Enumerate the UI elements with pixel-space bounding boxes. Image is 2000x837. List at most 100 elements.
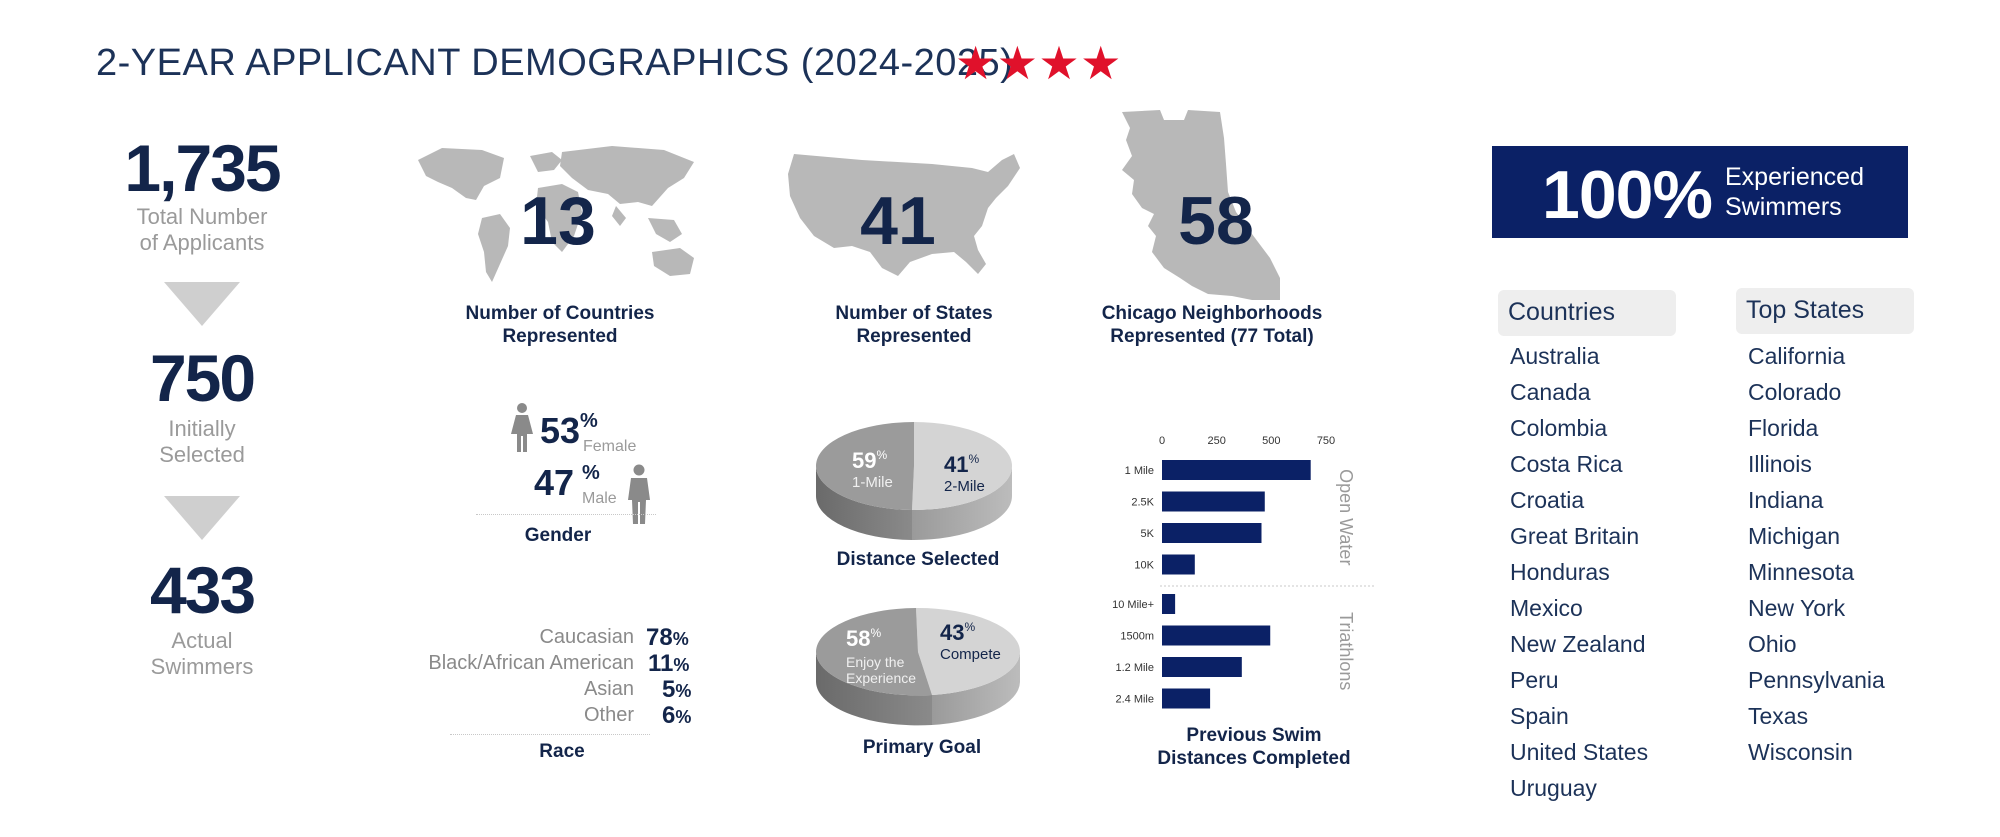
experienced-swimmers-banner: 100% Experienced Swimmers bbox=[1492, 146, 1908, 238]
race-value: 11% bbox=[648, 650, 690, 677]
gender-caption: Gender bbox=[524, 525, 592, 546]
state-list-item: Wisconsin bbox=[1748, 739, 1853, 765]
category-label: 2.5K bbox=[1131, 497, 1154, 509]
state-list-item: Ohio bbox=[1748, 631, 1797, 657]
male-icon bbox=[628, 464, 650, 524]
distance-right-label: 2-Mile bbox=[944, 478, 985, 495]
country-list-item: Spain bbox=[1510, 703, 1569, 729]
race-value: 5% bbox=[662, 676, 692, 703]
goal-left-label: Enjoy the Experience bbox=[846, 654, 917, 686]
us-map-icon bbox=[788, 154, 1020, 276]
countries-list-header: Countries bbox=[1498, 290, 1676, 336]
distance-left-value: 59% bbox=[852, 448, 888, 473]
neighborhoods-caption: Chicago Neighborhoods Represented (77 To… bbox=[1101, 303, 1323, 347]
female-label: Female bbox=[583, 438, 637, 455]
bar bbox=[1162, 460, 1311, 480]
distance-caption: Distance Selected bbox=[836, 549, 1000, 570]
states-list: Top States California Colorado Florida Illi… bbox=[1736, 288, 1914, 770]
actual-swimmers-label: Actual Swimmers bbox=[150, 628, 254, 679]
female-value: 53 bbox=[540, 410, 581, 451]
category-label: 1500m bbox=[1120, 631, 1154, 643]
star-icon: ★ bbox=[996, 37, 1038, 89]
actual-swimmers-value: 433 bbox=[149, 553, 256, 627]
state-list-item: California bbox=[1748, 343, 1846, 369]
state-list-item: New York bbox=[1748, 595, 1846, 621]
category-label: 2.4 Mile bbox=[1115, 694, 1154, 706]
gender-divider bbox=[476, 514, 656, 515]
funnel-arrow-icon bbox=[164, 496, 240, 540]
distance-pie-chart bbox=[816, 422, 1012, 541]
initially-selected-label: Initially Selected bbox=[159, 416, 245, 467]
state-list-item: Illinois bbox=[1748, 451, 1812, 477]
bar bbox=[1162, 491, 1265, 512]
state-list-item: Colorado bbox=[1748, 379, 1842, 405]
category-label: 10K bbox=[1134, 560, 1154, 572]
x-tick-label: 500 bbox=[1262, 435, 1280, 447]
country-list-item: Great Britain bbox=[1510, 523, 1640, 549]
x-tick-label: 750 bbox=[1317, 435, 1335, 447]
star-icon: ★ bbox=[955, 37, 997, 89]
country-list-item: Costa Rica bbox=[1510, 451, 1623, 477]
bar bbox=[1162, 625, 1271, 646]
country-list-item: Peru bbox=[1510, 667, 1559, 693]
country-list-item: Canada bbox=[1510, 379, 1591, 405]
race-label: Caucasian bbox=[539, 626, 634, 648]
country-list-item: United States bbox=[1510, 739, 1649, 765]
female-icon bbox=[511, 403, 533, 452]
total-applicants-label: Total Number of Applicants bbox=[136, 204, 268, 255]
pie-slice-enjoy bbox=[816, 608, 932, 696]
states-list-header: Top States bbox=[1736, 288, 1914, 334]
bar bbox=[1162, 554, 1195, 575]
countries-count: 13 bbox=[520, 183, 596, 259]
states-count: 41 bbox=[860, 183, 936, 259]
funnel-arrow-icon bbox=[164, 282, 240, 326]
goal-right-value: 43% bbox=[940, 620, 976, 645]
countries-list: Countries Australia Canada Colombia Costa R… bbox=[1498, 290, 1676, 806]
bar bbox=[1162, 657, 1242, 677]
state-list-item: Indiana bbox=[1748, 487, 1824, 513]
bar bbox=[1162, 688, 1211, 709]
race-label: Asian bbox=[583, 678, 634, 700]
country-list-item: Mexico bbox=[1510, 595, 1583, 621]
goal-right-label: Compete bbox=[940, 646, 1001, 663]
group-label: Triathlons bbox=[1336, 612, 1356, 690]
distance-right-value: 41% bbox=[944, 452, 980, 477]
category-label: 5K bbox=[1141, 528, 1155, 540]
race-value: 78% bbox=[646, 624, 689, 651]
race-label: Other bbox=[583, 704, 634, 726]
male-stat: 47% bbox=[534, 462, 600, 503]
distance-left-label: 1-Mile bbox=[852, 474, 893, 491]
state-list-item: Florida bbox=[1748, 415, 1819, 441]
pie-slice-1-mile bbox=[816, 422, 914, 510]
pie-slice-2-mile bbox=[912, 422, 1012, 511]
world-map-icon bbox=[418, 146, 694, 282]
initially-selected-value: 750 bbox=[149, 341, 256, 415]
race-divider bbox=[450, 734, 650, 735]
male-label: Male bbox=[582, 490, 617, 507]
goal-pie-chart bbox=[816, 607, 1020, 726]
countries-caption: Number of Countries Represented bbox=[465, 303, 655, 347]
state-list-item: Pennsylvania bbox=[1748, 667, 1885, 693]
country-list-item: Colombia bbox=[1510, 415, 1608, 441]
states-caption: Number of States Represented bbox=[835, 303, 993, 347]
total-applicants-value: 1,735 bbox=[124, 131, 281, 205]
category-label: 1.2 Mile bbox=[1115, 662, 1154, 674]
x-tick-label: 0 bbox=[1159, 435, 1165, 447]
state-list-item: Minnesota bbox=[1748, 559, 1855, 585]
banner-value: 100% bbox=[1542, 157, 1713, 233]
category-label: 1 Mile bbox=[1125, 465, 1154, 477]
country-list-item: New Zealand bbox=[1510, 631, 1646, 657]
bar bbox=[1162, 594, 1176, 614]
bar bbox=[1162, 523, 1262, 543]
star-icon: ★ bbox=[1080, 37, 1122, 89]
swim-distance-bar-chart: 0 250 500 750 1 Mile 2.5K 5K 10K Open Water 10 Mi… bbox=[1112, 435, 1374, 709]
neighborhoods-count: 58 bbox=[1178, 183, 1254, 259]
female-stat: 53% bbox=[540, 410, 598, 451]
goal-left-value: 58% bbox=[846, 626, 882, 651]
country-list-item: Croatia bbox=[1510, 487, 1585, 513]
country-list-item: Uruguay bbox=[1510, 775, 1597, 801]
pie-slice-compete bbox=[916, 607, 1020, 695]
state-list-item: Texas bbox=[1748, 703, 1809, 729]
race-value: 6% bbox=[662, 702, 692, 729]
state-list-item: Michigan bbox=[1748, 523, 1841, 549]
